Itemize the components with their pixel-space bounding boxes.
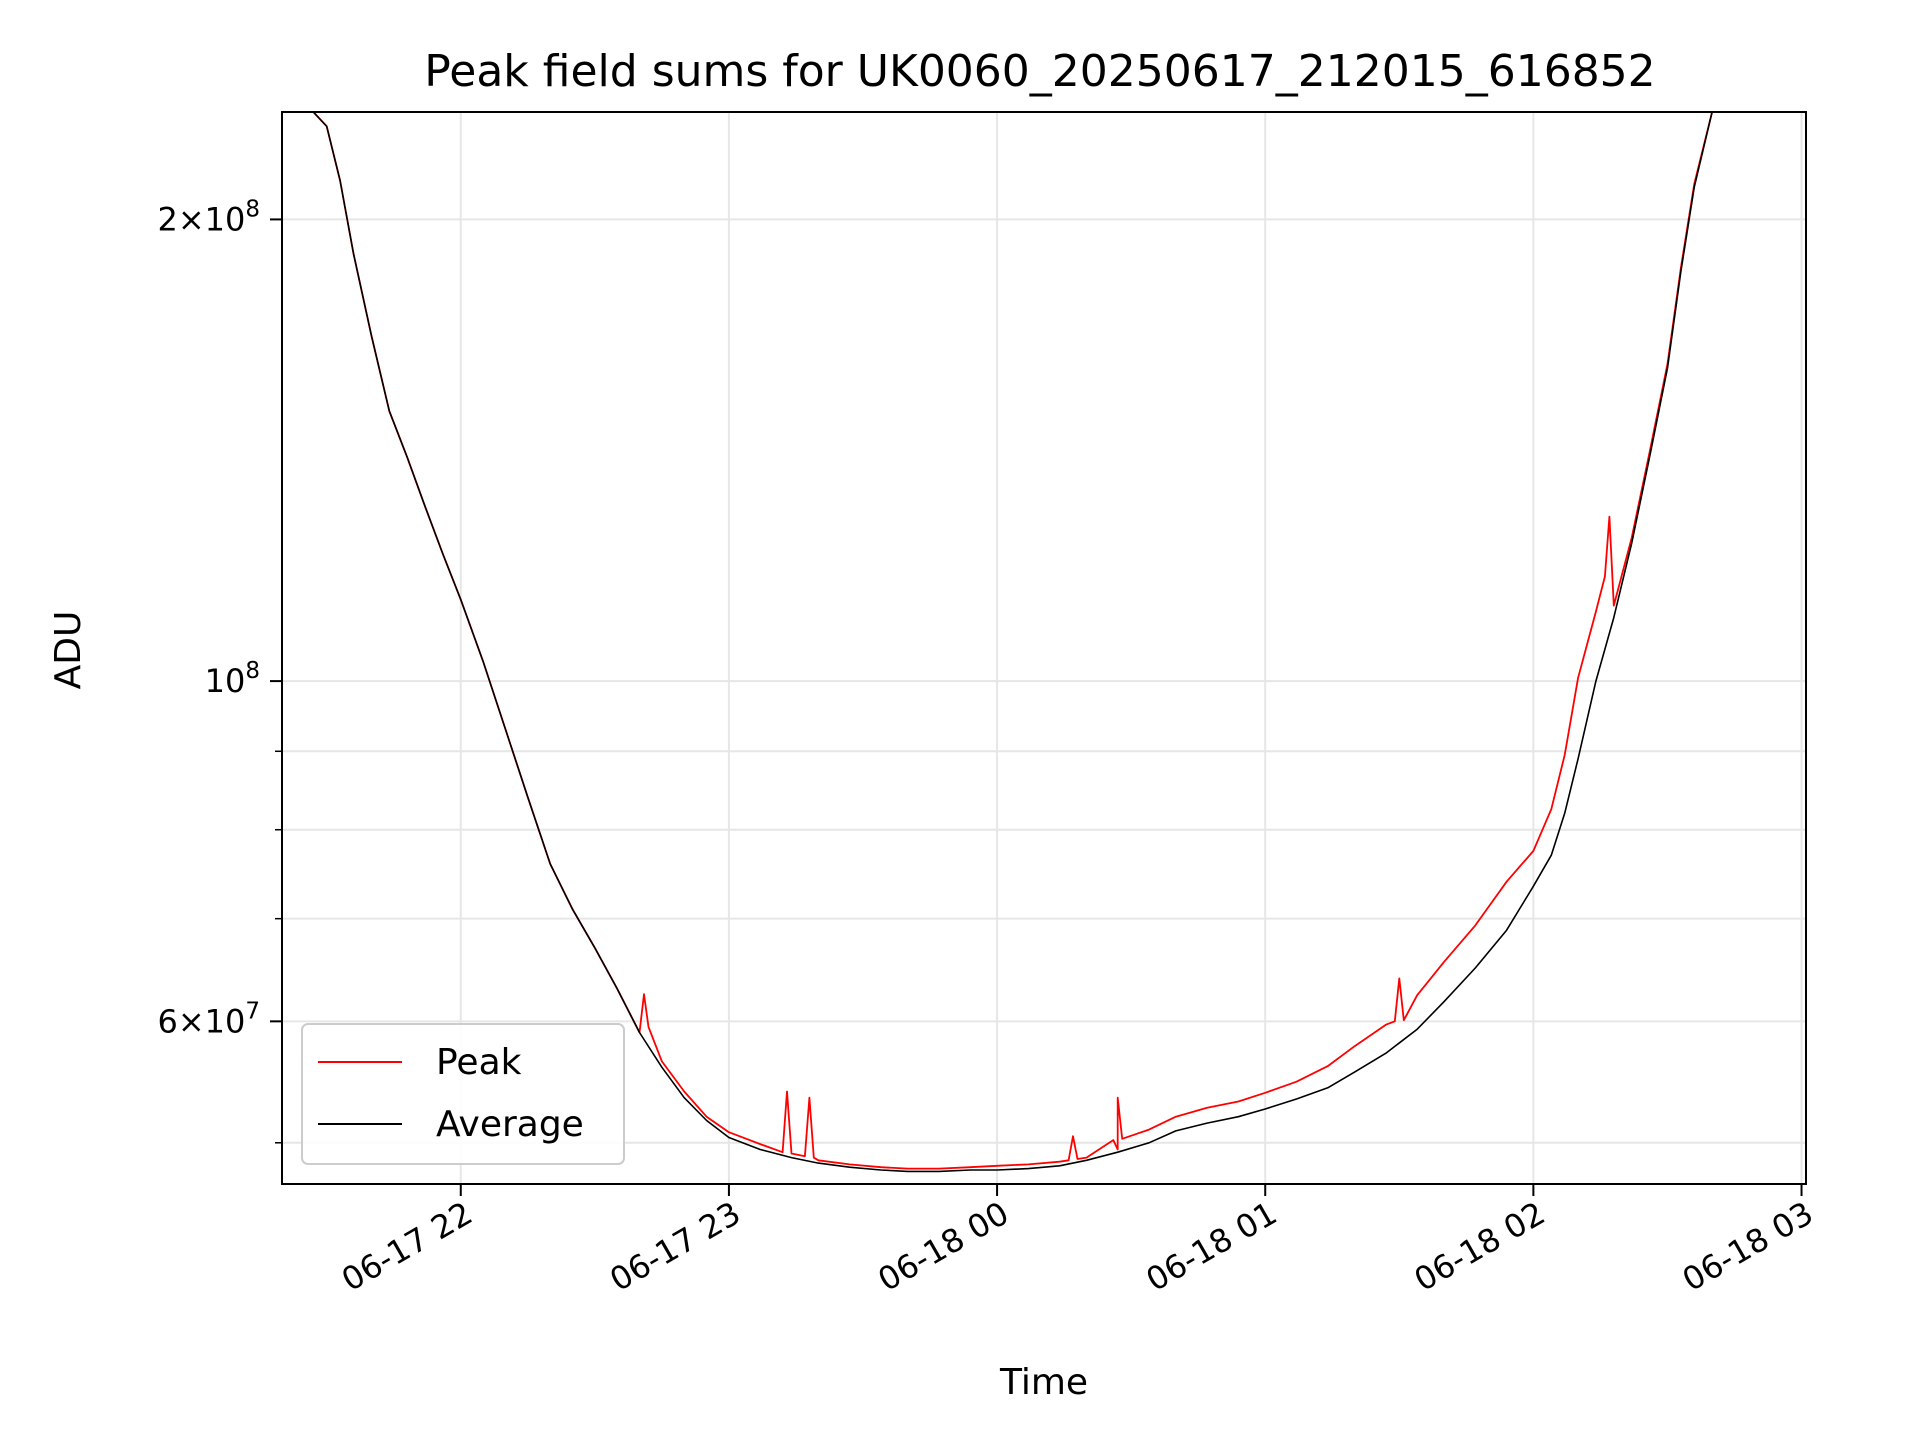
legend-box <box>301 1023 625 1165</box>
legend-label-peak: Peak <box>436 1042 522 1083</box>
series-lines <box>312 112 1713 1173</box>
y-axis-label: ADU <box>48 611 89 690</box>
legend: Peak Average <box>301 1023 625 1165</box>
y-tick-label: 6×107 <box>157 998 260 1040</box>
plot-frame <box>281 111 1807 1185</box>
series-line-average <box>312 112 1713 1173</box>
chart-title: Peak field sums for UK0060_20250617_2120… <box>424 46 1655 97</box>
y-tick-label: 2×108 <box>157 196 260 238</box>
legend-label-average: Average <box>436 1104 584 1145</box>
x-axis-label: Time <box>999 1362 1088 1403</box>
grid <box>282 112 1806 1184</box>
y-tick-label: 108 <box>205 658 260 700</box>
